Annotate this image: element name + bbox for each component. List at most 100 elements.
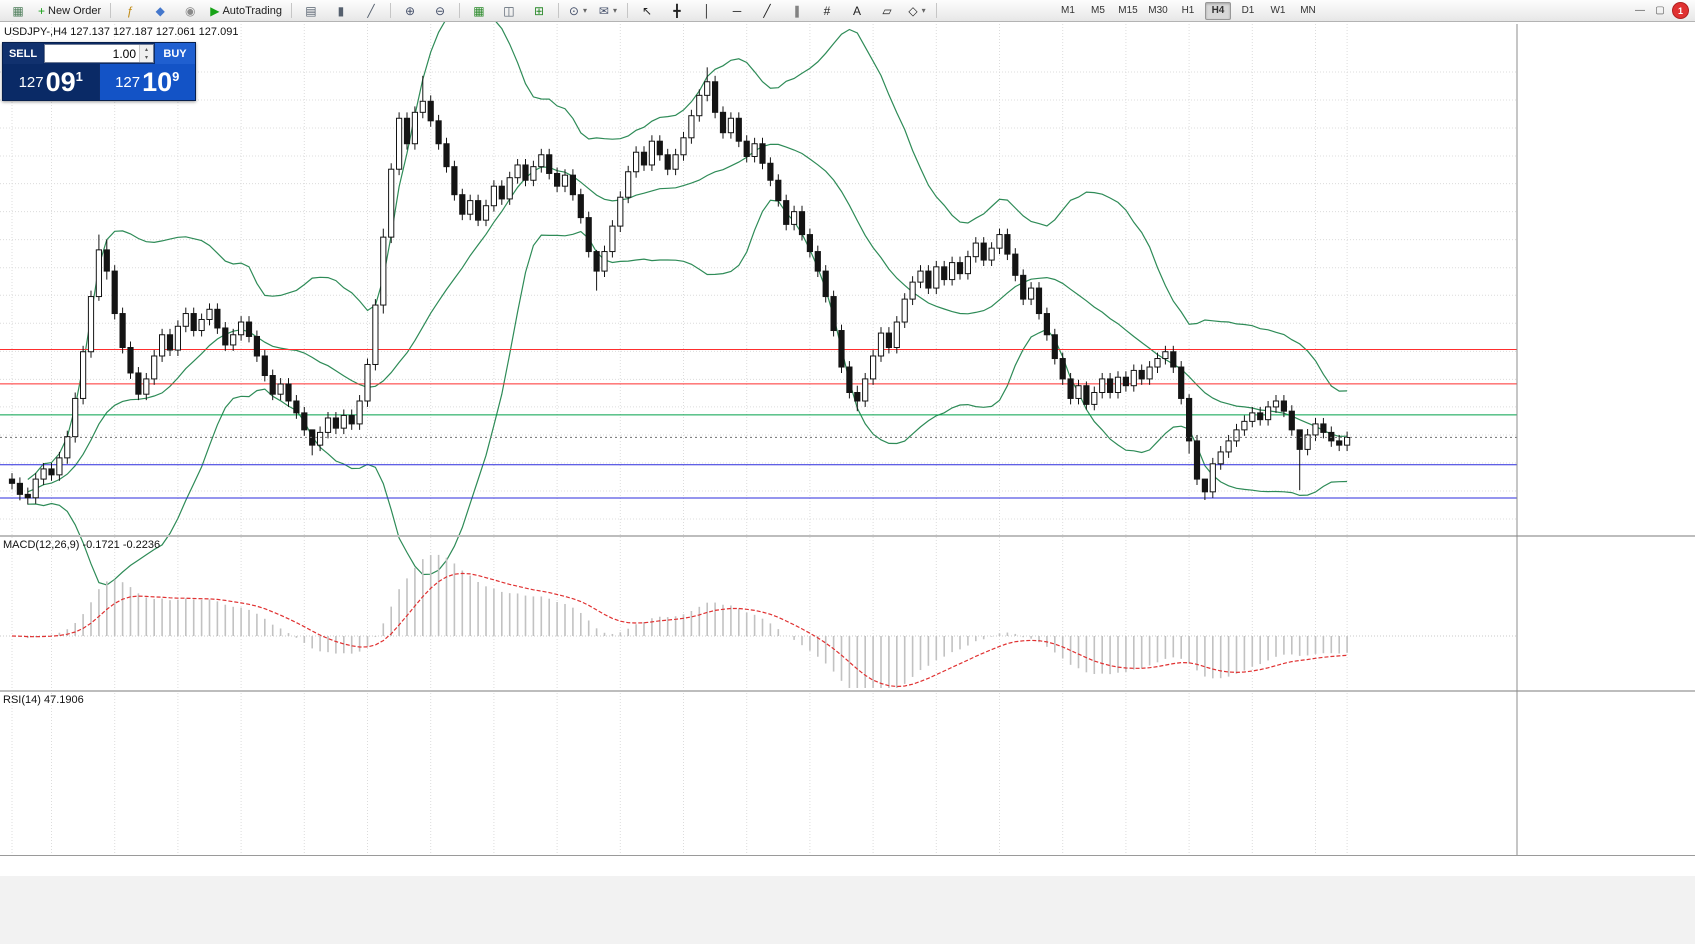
candle-body xyxy=(324,417,332,433)
restore-button[interactable]: ▢ xyxy=(1655,5,1665,16)
fibonacci-icon[interactable]: # xyxy=(813,1,841,21)
candle-body xyxy=(253,335,261,357)
rsi-label: RSI(14) 47.1906 xyxy=(3,694,84,706)
bottom-area xyxy=(0,876,1695,944)
candle-body xyxy=(719,111,727,134)
timeframe-h1[interactable]: H1 xyxy=(1181,5,1195,16)
buy-price[interactable]: 127 10 9 xyxy=(99,64,195,100)
candle-body xyxy=(340,414,347,429)
panel-separator[interactable] xyxy=(0,690,1695,692)
candle-body xyxy=(712,81,719,113)
expert-advisors-icon[interactable]: ƒ xyxy=(116,1,144,21)
new-chart-icon[interactable]: ▦ xyxy=(4,1,32,21)
sell-price[interactable]: 127 09 1 xyxy=(3,64,99,100)
candle-body xyxy=(1296,429,1303,450)
trendline-icon[interactable]: ╱ xyxy=(753,1,781,21)
candle-body xyxy=(704,81,711,96)
timeframe-m30[interactable]: M30 xyxy=(1148,5,1168,16)
shapes-icon[interactable]: ◇ ▾ xyxy=(903,1,931,21)
line-chart-icon[interactable]: ╱ xyxy=(357,1,385,21)
crosshair-icon[interactable]: ╋ xyxy=(663,1,691,21)
candle-body xyxy=(506,177,513,200)
timeframe-d1[interactable]: D1 xyxy=(1241,5,1255,16)
candle-body xyxy=(380,236,387,306)
candle-body xyxy=(814,251,821,272)
candle-body xyxy=(846,366,853,393)
timeframe-w1[interactable]: W1 xyxy=(1270,5,1286,16)
candle-body xyxy=(759,143,766,164)
candle-body xyxy=(396,117,403,170)
grid-icon: ▦ xyxy=(473,3,485,18)
vertical-line-icon[interactable]: │ xyxy=(693,1,721,21)
volume-down-button[interactable]: ▾ xyxy=(140,53,153,62)
new-order-button[interactable]: + New Order xyxy=(34,1,105,21)
candle-body xyxy=(1146,366,1153,380)
candle-body xyxy=(443,143,450,168)
candle-body xyxy=(601,251,608,272)
buy-button[interactable]: BUY xyxy=(155,43,195,64)
arrange-windows-icon[interactable]: ◫ xyxy=(495,1,523,21)
volume-up-button[interactable]: ▴ xyxy=(140,45,153,54)
toolbar-separator xyxy=(110,3,112,18)
candle-body xyxy=(696,94,703,117)
notification-badge[interactable]: 1 xyxy=(1672,2,1689,19)
autotrading-button[interactable]: ▶ AutoTrading xyxy=(206,1,286,21)
candle-body xyxy=(1257,412,1264,421)
candle-body xyxy=(245,321,253,337)
candle-body xyxy=(182,313,189,327)
candle-body xyxy=(498,185,505,200)
candle-body xyxy=(1091,391,1098,405)
template-icon[interactable]: ✉ ▾ xyxy=(594,1,622,21)
timeframe-h4[interactable]: H4 xyxy=(1204,1,1231,20)
candle-body xyxy=(72,397,79,438)
candle-body xyxy=(1280,400,1288,412)
candlestick-chart-icon[interactable]: ▮ xyxy=(327,1,355,21)
candle-body xyxy=(127,347,134,374)
candle-body xyxy=(949,262,956,281)
volume-input[interactable] xyxy=(45,45,139,62)
candle-body xyxy=(159,334,166,357)
text-icon[interactable]: A xyxy=(843,1,871,21)
candle-body xyxy=(166,334,174,351)
candle-body xyxy=(522,164,529,181)
bollinger-middle[interactable] xyxy=(27,143,1348,493)
label-icon[interactable]: ▱ xyxy=(873,1,901,21)
new-chart-icon: ▦ xyxy=(12,3,24,18)
channel-icon[interactable]: ∥ xyxy=(783,1,811,21)
timeframe-mn[interactable]: MN xyxy=(1300,5,1316,16)
bollinger-lower[interactable] xyxy=(27,199,1348,586)
timeframe-m1[interactable]: M1 xyxy=(1061,5,1075,16)
candle-body xyxy=(198,318,205,332)
zoom-out-icon[interactable]: ⊖ xyxy=(426,1,454,21)
period-clock-icon[interactable]: ⊙ ▾ xyxy=(564,1,592,21)
bollinger-upper[interactable] xyxy=(27,7,1348,480)
alerts-icon[interactable]: ◉ xyxy=(176,1,204,21)
tile-windows-icon[interactable]: ⊞ xyxy=(525,1,553,21)
sell-price-mid: 09 xyxy=(45,66,76,97)
candle-body xyxy=(427,100,434,122)
candle-body xyxy=(411,111,418,145)
candle-body xyxy=(1178,366,1185,399)
sell-price-big: 127 xyxy=(18,73,44,91)
bar-chart-icon[interactable]: ▤ xyxy=(297,1,325,21)
minimize-button[interactable]: — xyxy=(1635,5,1645,16)
sell-button[interactable]: SELL xyxy=(3,43,43,64)
zoom-in-icon[interactable]: ⊕ xyxy=(396,1,424,21)
timeframe-m5[interactable]: M5 xyxy=(1091,5,1105,16)
grid-icon[interactable]: ▦ xyxy=(465,1,493,21)
panel-separator[interactable] xyxy=(0,535,1695,537)
candle-body xyxy=(735,117,742,142)
candle-body xyxy=(941,266,948,281)
scripts-icon[interactable]: ◆ xyxy=(146,1,174,21)
candle-body xyxy=(87,296,95,353)
timeframe-m15[interactable]: M15 xyxy=(1118,5,1138,16)
cursor-icon[interactable]: ↖ xyxy=(633,1,661,21)
candle-body xyxy=(1209,463,1216,493)
candle-body xyxy=(1272,400,1280,408)
candle-body xyxy=(143,378,150,395)
candle-body xyxy=(1114,376,1122,393)
horizontal-line-icon[interactable]: ─ xyxy=(723,1,751,21)
candle-body xyxy=(1051,334,1058,360)
arrange-windows-icon: ◫ xyxy=(503,3,515,18)
